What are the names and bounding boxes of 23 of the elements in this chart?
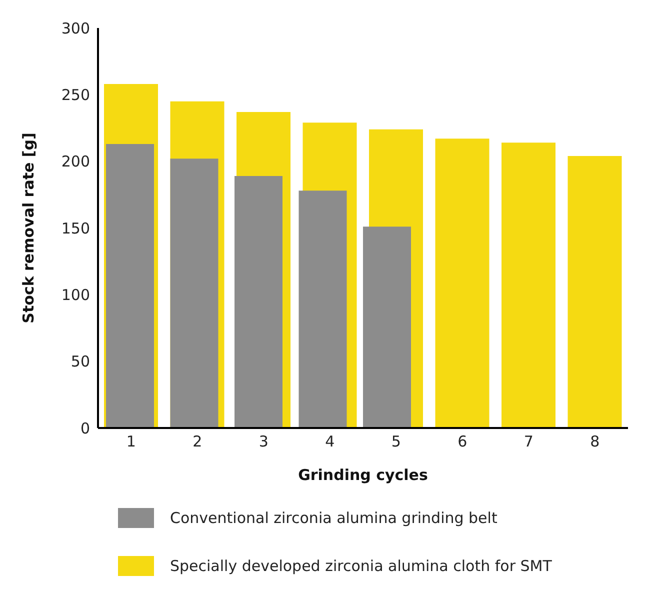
x-tick-label: 2 bbox=[192, 432, 202, 451]
x-tick-label: 8 bbox=[590, 432, 600, 451]
legend-label: Conventional zirconia alumina grinding belt bbox=[170, 509, 498, 527]
y-tick-label: 200 bbox=[61, 152, 90, 171]
bar bbox=[502, 142, 556, 428]
y-axis-title: Stock removal rate [g] bbox=[19, 132, 38, 324]
legend-label: Specially developed zirconia alumina cloth for SMT bbox=[170, 557, 552, 575]
bar bbox=[234, 176, 282, 428]
bar bbox=[568, 156, 622, 428]
x-tick-label: 5 bbox=[391, 432, 401, 451]
x-tick-label: 1 bbox=[126, 432, 136, 451]
y-tick-label: 50 bbox=[70, 352, 90, 371]
y-tick-label: 250 bbox=[61, 86, 90, 104]
bar bbox=[435, 138, 490, 428]
x-tick-label: 3 bbox=[258, 432, 268, 451]
y-tick-label: 150 bbox=[61, 219, 90, 238]
x-axis-title: Grinding cycles bbox=[298, 466, 428, 484]
y-tick-label: 0 bbox=[80, 419, 90, 438]
x-tick-label: 6 bbox=[458, 432, 468, 451]
x-tick-label: 4 bbox=[325, 432, 335, 451]
y-tick-label: 300 bbox=[61, 19, 90, 38]
x-tick-label: 7 bbox=[524, 432, 534, 451]
y-tick-label: 100 bbox=[61, 286, 90, 304]
